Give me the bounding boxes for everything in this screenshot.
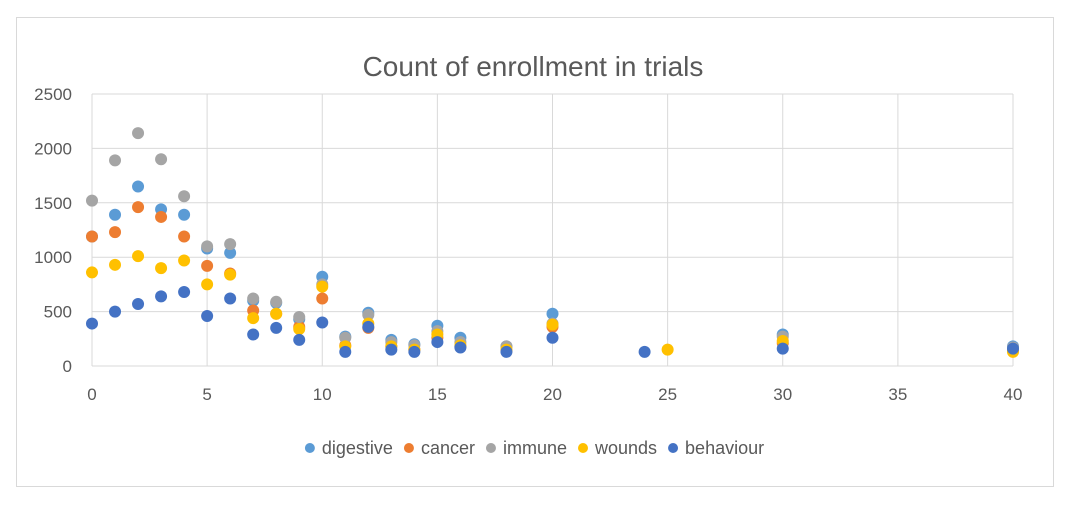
legend-marker bbox=[578, 443, 588, 453]
legend-item-digestive: digestive bbox=[304, 438, 393, 458]
data-point-cancer bbox=[316, 292, 329, 305]
data-point-immune bbox=[132, 127, 145, 140]
legend-item-behaviour: behaviour bbox=[668, 438, 764, 458]
data-point-wounds bbox=[155, 262, 168, 275]
data-point-wounds bbox=[86, 266, 98, 279]
data-point-wounds bbox=[316, 280, 329, 293]
x-tick-label: 0 bbox=[87, 385, 96, 404]
data-point-cancer bbox=[109, 226, 122, 239]
data-point-immune bbox=[362, 308, 375, 321]
data-point-cancer bbox=[201, 259, 214, 272]
chart-title: Count of enrollment in trials bbox=[363, 51, 704, 82]
x-tick-label: 30 bbox=[773, 385, 792, 404]
data-point-digestive bbox=[546, 307, 559, 320]
legend-item-wounds: wounds bbox=[578, 438, 657, 458]
data-point-wounds bbox=[247, 312, 260, 325]
data-point-wounds bbox=[661, 343, 674, 356]
data-point-digestive bbox=[224, 246, 237, 259]
data-point-behaviour bbox=[385, 343, 398, 356]
data-point-immune bbox=[224, 238, 237, 251]
y-tick-label: 1500 bbox=[34, 194, 72, 213]
data-point-behaviour bbox=[638, 345, 651, 358]
data-point-wounds bbox=[201, 278, 214, 291]
data-point-immune bbox=[109, 154, 122, 167]
y-tick-label: 2500 bbox=[34, 85, 72, 104]
data-point-behaviour bbox=[362, 320, 375, 333]
data-point-wounds bbox=[293, 323, 306, 336]
data-point-cancer bbox=[132, 201, 145, 214]
data-point-immune bbox=[201, 240, 214, 253]
data-point-immune bbox=[155, 153, 168, 166]
y-tick-label: 500 bbox=[44, 303, 72, 322]
x-tick-label: 15 bbox=[428, 385, 447, 404]
x-tick-label: 10 bbox=[313, 385, 332, 404]
legend-item-immune: immune bbox=[485, 438, 567, 458]
data-point-wounds bbox=[224, 268, 237, 281]
data-point-wounds bbox=[546, 318, 559, 331]
legend: digestive cancer immune wounds behaviour bbox=[304, 438, 764, 458]
y-tick-label: 0 bbox=[63, 357, 72, 376]
data-point-wounds bbox=[270, 307, 283, 320]
x-axis-ticks: 0 5 10 15 20 25 30 35 40 bbox=[87, 385, 1022, 404]
x-tick-label: 40 bbox=[1004, 385, 1023, 404]
data-point-behaviour bbox=[178, 286, 191, 299]
data-point-behaviour bbox=[454, 341, 467, 354]
data-point-immune bbox=[178, 190, 191, 203]
data-point-behaviour bbox=[339, 345, 352, 358]
legend-marker bbox=[304, 443, 315, 453]
data-point-cancer bbox=[86, 230, 98, 243]
data-point-wounds bbox=[132, 250, 145, 263]
data-point-behaviour bbox=[546, 331, 559, 344]
x-tick-label: 35 bbox=[888, 385, 907, 404]
data-point-behaviour bbox=[247, 328, 260, 341]
legend-label: behaviour bbox=[685, 438, 764, 458]
series-behaviour bbox=[86, 286, 1019, 358]
data-point-immune bbox=[86, 194, 98, 207]
y-tick-label: 2000 bbox=[34, 139, 72, 158]
data-point-behaviour bbox=[776, 342, 789, 355]
data-point-behaviour bbox=[293, 333, 306, 346]
data-point-behaviour bbox=[431, 336, 444, 349]
chart-frame bbox=[16, 17, 1054, 487]
data-point-immune bbox=[270, 295, 283, 308]
data-point-behaviour bbox=[224, 292, 237, 305]
x-tick-label: 25 bbox=[658, 385, 677, 404]
y-axis-ticks: 0 500 1000 1500 2000 2500 bbox=[34, 85, 72, 376]
legend-label: wounds bbox=[594, 438, 657, 458]
data-point-digestive bbox=[109, 208, 122, 221]
legend-label: immune bbox=[503, 438, 567, 458]
data-point-behaviour bbox=[132, 297, 145, 310]
data-point-cancer bbox=[178, 230, 191, 243]
data-point-behaviour bbox=[109, 305, 122, 318]
data-point-behaviour bbox=[86, 317, 98, 330]
data-point-behaviour bbox=[316, 316, 329, 329]
legend-marker bbox=[485, 443, 496, 453]
data-point-behaviour bbox=[155, 290, 168, 303]
data-point-cancer bbox=[155, 210, 168, 223]
y-tick-label: 1000 bbox=[34, 248, 72, 267]
data-point-behaviour bbox=[1007, 342, 1019, 355]
legend-label: digestive bbox=[322, 438, 393, 458]
data-points bbox=[86, 127, 1019, 358]
data-point-immune bbox=[247, 292, 260, 305]
data-point-wounds bbox=[178, 254, 191, 267]
data-point-immune bbox=[293, 311, 306, 324]
legend-marker bbox=[668, 443, 679, 453]
data-point-digestive bbox=[132, 180, 145, 193]
data-point-behaviour bbox=[408, 345, 421, 358]
data-point-behaviour bbox=[270, 321, 283, 334]
x-tick-label: 20 bbox=[543, 385, 562, 404]
data-point-behaviour bbox=[201, 309, 214, 322]
x-tick-label: 5 bbox=[202, 385, 211, 404]
data-point-wounds bbox=[109, 258, 122, 271]
legend-label: cancer bbox=[421, 438, 475, 458]
data-point-immune bbox=[339, 331, 352, 344]
legend-marker bbox=[403, 443, 414, 453]
data-point-digestive bbox=[178, 208, 191, 221]
legend-item-cancer: cancer bbox=[403, 438, 475, 458]
data-point-behaviour bbox=[500, 345, 513, 358]
